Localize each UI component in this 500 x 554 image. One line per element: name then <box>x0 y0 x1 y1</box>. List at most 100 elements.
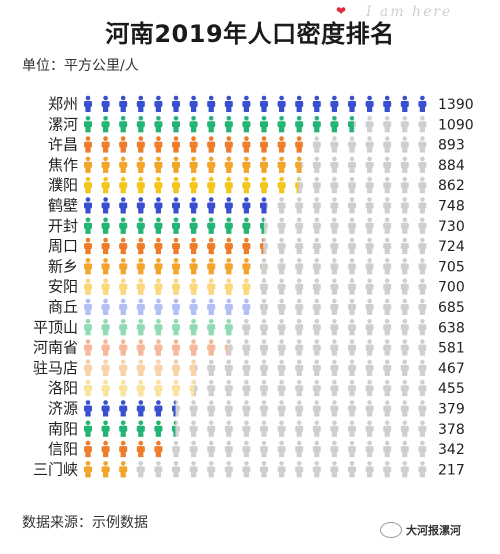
chart-row: 南阳 378 <box>48 420 465 438</box>
person-icon-empty <box>312 339 321 356</box>
person-icon-empty <box>242 379 251 397</box>
person-icon-empty <box>312 237 321 255</box>
person-icon-filled <box>242 217 251 234</box>
value-label: 730 <box>438 219 465 235</box>
person-icon-filled <box>207 136 216 153</box>
person-icon-empty <box>348 278 356 295</box>
person-icon-empty <box>330 217 339 234</box>
person-icon-empty <box>383 258 392 275</box>
person-icon-filled <box>136 156 145 173</box>
person-icon-empty <box>365 278 374 295</box>
person-icon-filled <box>207 176 216 194</box>
person-icon-filled <box>154 237 163 255</box>
category-label: 焦作 <box>48 156 78 174</box>
person-icon-empty <box>189 461 198 478</box>
person-icon-filled <box>154 440 163 458</box>
person-icon-empty <box>295 197 304 214</box>
person-icon-empty <box>348 217 356 234</box>
wechat-icon <box>380 522 402 538</box>
person-icon-filled <box>189 95 198 112</box>
person-icon-empty <box>418 237 427 255</box>
person-icon-empty <box>312 258 321 275</box>
person-icon-filled <box>154 359 163 376</box>
person-icon-empty <box>224 440 233 458</box>
person-icon-filled <box>84 258 92 275</box>
chart-row: 鹤壁 748 <box>48 197 465 215</box>
category-label: 濮阳 <box>48 176 78 194</box>
category-label: 河南省 <box>33 339 78 357</box>
person-icon-empty <box>242 420 251 437</box>
person-icon-empty <box>383 339 392 356</box>
person-icon-filled <box>312 95 321 112</box>
person-icon-filled <box>242 116 251 133</box>
person-icon-filled <box>277 176 286 194</box>
person-icon-empty <box>383 217 392 234</box>
person-icon-filled <box>172 217 180 234</box>
person-icon-filled <box>418 95 427 112</box>
person-icon-filled <box>101 176 110 194</box>
person-icon-empty <box>365 258 374 275</box>
person-icon-empty <box>348 420 356 437</box>
category-label: 济源 <box>48 400 78 418</box>
person-icon-filled <box>154 339 163 356</box>
person-icon-empty <box>365 237 374 255</box>
person-icon-empty <box>348 440 356 458</box>
person-icon-filled <box>207 197 216 214</box>
person-icon-filled <box>260 217 265 234</box>
person-icon-empty <box>295 400 304 417</box>
person-icon-filled <box>295 116 304 133</box>
category-label: 三门峡 <box>33 460 78 478</box>
person-icon-empty <box>242 359 251 376</box>
person-icon-filled <box>136 440 145 458</box>
value-label: 724 <box>438 239 465 255</box>
person-icon-empty <box>330 359 339 376</box>
person-icon-filled <box>260 176 268 194</box>
value-label: 378 <box>438 422 465 438</box>
person-icon-empty <box>400 116 409 133</box>
value-label: 748 <box>438 199 465 215</box>
category-label: 新乡 <box>48 257 78 275</box>
person-icon-empty <box>400 420 409 437</box>
person-icon-empty <box>400 136 409 153</box>
person-icon-filled <box>260 116 268 133</box>
person-icon-empty <box>312 461 321 478</box>
person-icon-empty <box>365 379 374 397</box>
person-icon-filled <box>154 116 163 133</box>
person-icon-empty <box>330 339 339 356</box>
person-icon-filled <box>101 379 110 397</box>
person-icon-empty <box>348 400 356 417</box>
person-icon-filled <box>119 95 128 112</box>
person-icon-filled <box>242 324 244 331</box>
person-icon-empty <box>400 461 409 478</box>
person-icon-empty <box>365 339 374 356</box>
person-icon-empty <box>400 197 409 214</box>
person-icon-filled <box>260 263 261 269</box>
person-icon-filled <box>224 156 233 173</box>
person-icon-filled <box>207 156 216 173</box>
person-icon-filled <box>260 237 264 255</box>
category-label: 郑州 <box>48 95 78 113</box>
person-icon-filled <box>242 298 250 315</box>
person-icon-empty <box>295 298 304 315</box>
person-icon-empty <box>400 258 409 275</box>
person-icon-empty <box>365 359 374 376</box>
person-icon-filled <box>101 217 110 234</box>
heart-icon: ❤ <box>336 4 347 18</box>
person-icon-filled <box>189 298 198 315</box>
person-icon-empty <box>348 461 356 478</box>
person-icon-empty <box>172 461 180 478</box>
person-icon-empty <box>330 258 339 275</box>
person-icon-filled <box>136 136 145 153</box>
person-icon-filled <box>136 379 145 397</box>
person-icon-empty <box>330 156 339 173</box>
person-icon-filled <box>172 339 180 356</box>
person-icon-filled <box>172 319 180 336</box>
person-icon-filled <box>224 278 233 295</box>
chart-row: 平顶山 638 <box>33 318 465 336</box>
person-icon-empty <box>260 298 268 315</box>
person-icon-empty <box>418 420 427 437</box>
person-icon-empty <box>383 278 392 295</box>
person-icon-empty <box>295 237 304 255</box>
person-icon-filled <box>224 298 233 315</box>
chart-row: 信阳 342 <box>48 440 465 458</box>
